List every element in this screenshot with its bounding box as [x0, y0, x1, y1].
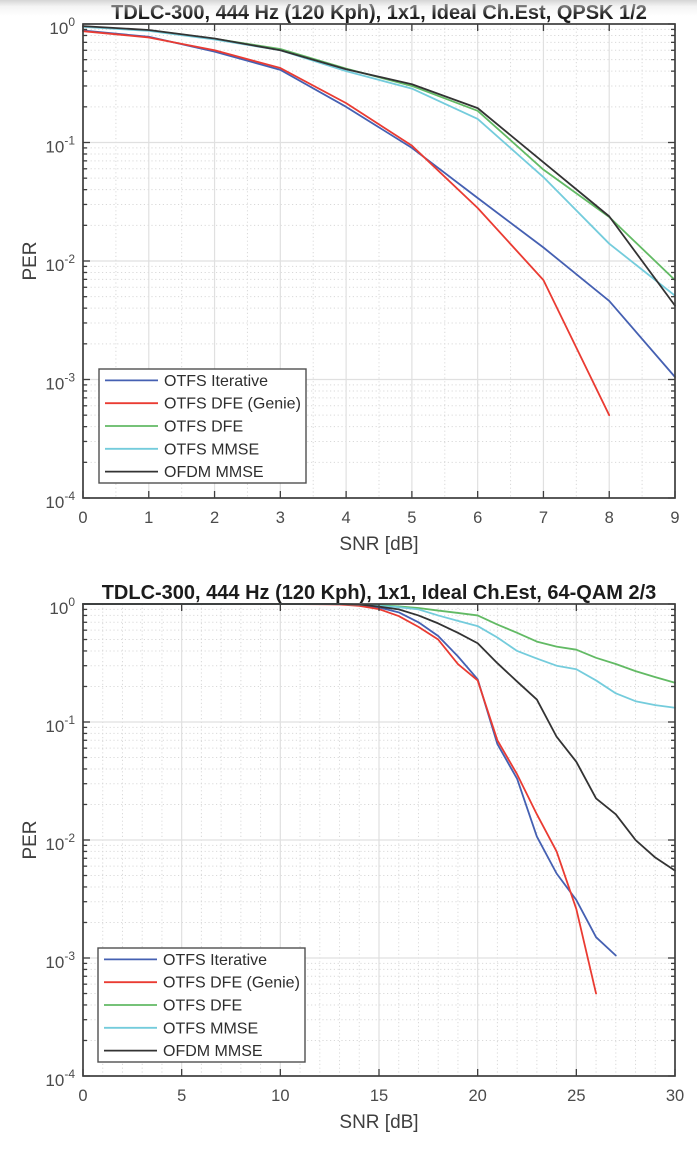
x-tick-label: 3 — [276, 509, 285, 527]
legend-label: OFDM MMSE — [163, 1043, 263, 1060]
y-axis-label: PER — [20, 820, 41, 859]
y-tick-label: 10-4 — [45, 1067, 75, 1090]
y-tick-label: 10-2 — [45, 831, 75, 854]
legend-label: OFDM MMSE — [164, 464, 264, 481]
x-tick-label: 6 — [473, 509, 482, 527]
x-tick-label: 15 — [370, 1087, 388, 1105]
y-tick-label: 100 — [49, 15, 75, 38]
x-axis-label: SNR [dB] — [339, 534, 418, 555]
x-tick-labels: 0 5 10 15 20 25 30 — [78, 1087, 684, 1105]
x-tick-label: 0 — [78, 509, 87, 527]
legend-label: OTFS DFE (Genie) — [163, 975, 300, 992]
legend-label: OTFS Iterative — [164, 373, 268, 390]
x-tick-label: 5 — [177, 1087, 186, 1105]
y-axis-label: PER — [20, 241, 41, 280]
y-tick-labels: 100 10-1 10-2 10-3 10-4 — [45, 595, 75, 1090]
y-tick-label: 10-4 — [45, 489, 75, 512]
x-tick-label: 0 — [78, 1087, 87, 1105]
x-tick-label: 7 — [539, 509, 548, 527]
legend: OTFS Iterative OTFS DFE (Genie) OTFS DFE OT… — [98, 368, 307, 484]
legend-label: OTFS DFE — [163, 998, 242, 1015]
x-tick-label: 9 — [670, 509, 679, 527]
tick-marks — [82, 23, 676, 499]
legend-label: OTFS DFE — [164, 419, 243, 436]
series-group — [82, 25, 676, 417]
x-tick-label: 8 — [605, 509, 614, 527]
x-tick-label: 4 — [342, 509, 351, 527]
legend-box — [98, 368, 307, 484]
x-tick-label: 1 — [144, 509, 153, 527]
chart-title: TDLC-300, 444 Hz (120 Kph), 1x1, Ideal C… — [111, 2, 647, 24]
x-tick-label: 30 — [666, 1087, 684, 1105]
series-line-otfs-mmse — [82, 26, 676, 297]
x-axis-label: SNR [dB] — [339, 1112, 418, 1133]
x-tick-label: 25 — [567, 1087, 585, 1105]
x-tick-label: 20 — [468, 1087, 486, 1105]
y-tick-label: 10-3 — [45, 371, 75, 394]
legend-label: OTFS MMSE — [164, 441, 259, 458]
legend-label: OTFS MMSE — [163, 1020, 258, 1037]
x-tick-label: 5 — [407, 509, 416, 527]
tick-marks — [82, 603, 676, 1077]
y-tick-label: 10-1 — [45, 134, 75, 157]
chart-64qam: 0 5 10 15 20 25 30 100 10-1 10-2 10-3 10-4 TDLC-300,… — [20, 582, 684, 1133]
legend-label: OTFS DFE (Genie) — [164, 396, 301, 413]
y-tick-label: 10-2 — [45, 252, 75, 275]
x-tick-label: 10 — [271, 1087, 289, 1105]
legend-label: OTFS Iterative — [163, 952, 267, 969]
legend: OTFS Iterative OTFS DFE (Genie) OTFS DFE OT… — [97, 947, 306, 1063]
y-tick-label: 100 — [49, 595, 75, 618]
chart-qpsk: 0 1 2 3 4 5 6 7 8 9 100 10-1 10-2 10-3 10-4 TDLC-300, 4… — [20, 2, 680, 555]
major-grid — [83, 24, 675, 498]
y-tick-labels: 100 10-1 10-2 10-3 10-4 — [45, 15, 75, 512]
y-tick-label: 10-1 — [45, 713, 75, 736]
chart-title: TDLC-300, 444 Hz (120 Kph), 1x1, Ideal C… — [102, 582, 657, 604]
series-line-otfs-dfe-genie- — [82, 30, 611, 417]
series-line-ofdm-mmse — [82, 25, 676, 307]
x-tick-label: 2 — [210, 509, 219, 527]
x-tick-labels: 0 1 2 3 4 5 6 7 8 9 — [78, 509, 679, 527]
y-tick-label: 10-3 — [45, 949, 75, 972]
